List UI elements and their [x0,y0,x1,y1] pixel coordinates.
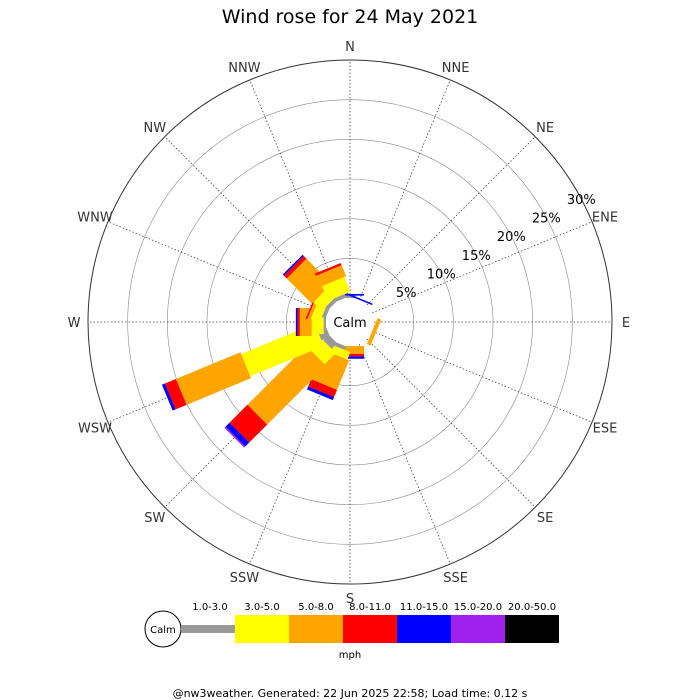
grid-ring [246,218,454,426]
direction-label-sse: SSE [443,571,468,586]
direction-label-se: SE [537,511,553,526]
bar-nw-1.0-3.0 [325,297,338,310]
bar-wsw-3.0-5.0 [241,323,324,377]
bar-ssw-11.0-15.0 [306,386,335,401]
outer-ring [87,59,613,585]
chart-title: Wind rose for 24 May 2021 [221,6,479,28]
bar-nne-11.0-15.0 [346,293,373,306]
grid-spoke [366,136,536,306]
legend-bin-label: 15.0-20.0 [454,602,502,613]
radial-tick-label: 10% [427,267,456,282]
bar-sw-15.0-20.0 [224,426,246,448]
radial-tick-label: 5% [396,286,417,301]
legend: Calm 1.0-3.0 3.0-5.0 5.0-8.0 8.0-11.0 11.0-15… [144,602,559,661]
direction-label-sw: SW [144,511,165,526]
direction-label-ne: NE [536,121,554,136]
grid-spoke [372,330,593,423]
bar-sw-5.0-8.0 [247,345,327,425]
legend-swatch-1.0-3.0 [181,625,235,633]
grid-spoke [366,338,536,508]
direction-label-nne: NNE [442,61,470,76]
direction-label-ssw: SSW [230,571,260,586]
bar-sw-1.0-3.0 [323,334,338,349]
bar-wnw-1.0-3.0 [321,305,331,319]
bar-ssw-1.0-3.0 [333,341,347,351]
legend-bin-label: 5.0-8.0 [298,602,333,613]
direction-label-e: E [622,316,630,331]
direction-label-n: N [345,40,355,55]
direction-label-w: W [68,316,81,331]
bar-nnw-8.0-11.0 [314,262,342,276]
direction-label-s: S [346,592,354,607]
radial-tick-label: 30% [567,193,596,208]
legend-bin-label: 20.0-50.0 [508,602,556,613]
bar-wsw-11.0-15.0 [161,383,176,411]
bar-wsw-8.0-11.0 [164,378,187,410]
bar-nw-8.0-11.0 [283,255,307,279]
legend-swatch-8.0-11.0 [343,615,397,643]
legend-bin-label: 11.0-15.0 [400,602,448,613]
calm-circle: Calm [326,298,374,346]
bar-sw-8.0-11.0 [229,404,268,443]
bar-nw-11.0-15.0 [282,254,304,276]
legend-calm-label: Calm [150,625,176,636]
legend-bin-label: 3.0-5.0 [244,602,279,613]
legend-swatch-20.0-50.0 [505,615,559,643]
direction-label-wnw: WNW [77,210,113,225]
radial-tick-labels: 5% 10% 15% 20% 25% 30% [396,193,596,301]
direction-label-ese: ESE [593,422,618,437]
legend-unit-label: mph [339,650,361,661]
direction-label-wsw: WSW [78,422,112,437]
wind-bars [161,254,382,448]
grid-spoke [107,221,328,314]
bar-nnw-1.0-3.0 [333,293,347,303]
legend-bin-label: 1.0-3.0 [192,602,227,613]
bar-wsw-5.0-8.0 [175,352,252,405]
bar-nw-5.0-8.0 [286,258,332,304]
bar-w-11.0-15.0 [295,308,298,336]
bar-sw-11.0-15.0 [225,422,250,447]
grid-spoke [358,79,451,300]
direction-label-ene: ENE [592,210,618,225]
legend-swatch-15.0-20.0 [451,615,505,643]
grid-ring [127,99,573,545]
legend-bin-label: 8.0-11.0 [349,602,391,613]
direction-label-nnw: NNW [228,61,260,76]
bar-ese-5.0-8.0 [366,318,382,346]
radial-tick-label: 20% [497,230,526,245]
bar-nnw-3.0-5.0 [322,276,351,301]
calm-label: Calm [333,316,366,331]
calm-disc [326,298,374,346]
legend-swatch-5.0-8.0 [289,615,343,643]
grid-spoke [372,221,593,314]
radial-tick-label: 15% [462,249,491,264]
direction-label-nw: NW [144,121,167,136]
bar-w-8.0-11.0 [297,308,300,336]
bar-nnw-5.0-8.0 [315,265,347,287]
footer-text: @nw3weather. Generated: 22 Jun 2025 22:5… [172,687,528,700]
bar-ssw-8.0-11.0 [308,379,338,398]
bar-w-1.0-3.0 [323,316,326,328]
direction-labels: N NNE NE ENE E ESE SE SSE S SSW SW WSW W WNW NW NNW [68,40,631,607]
grid-spoke [249,79,342,300]
legend-swatch-3.0-5.0 [235,615,289,643]
radial-tick-label: 25% [532,212,561,227]
grid-spoke [358,344,451,565]
legend-swatch-11.0-15.0 [397,615,451,643]
